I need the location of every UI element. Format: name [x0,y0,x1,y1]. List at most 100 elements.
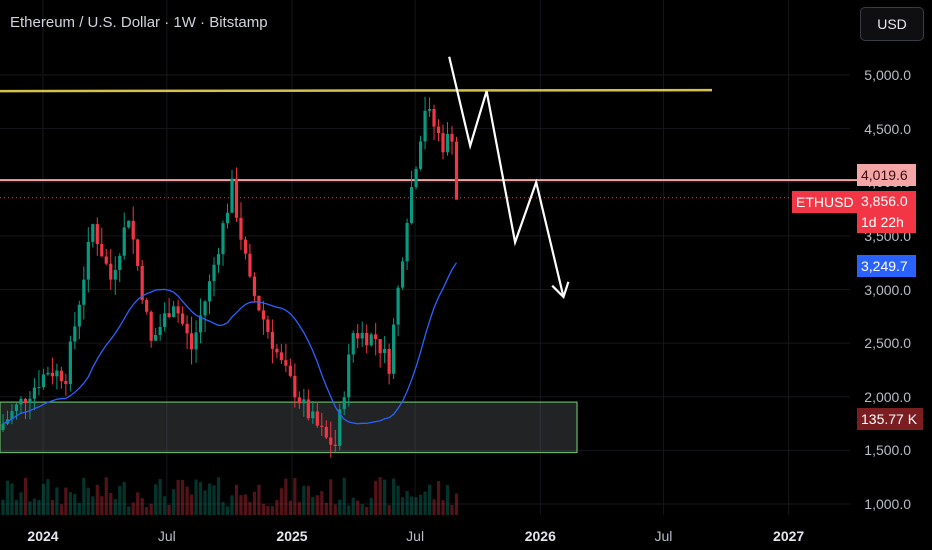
candle-body [454,141,459,200]
volume-bar [68,492,72,515]
volume-bar [28,501,32,515]
candle-body [279,352,283,361]
volume-bar [176,479,180,515]
candle-body [172,306,176,317]
candle-body [320,425,324,427]
support-zone[interactable] [0,401,578,454]
volume-bar [140,498,144,515]
time-tick: Jul [654,528,673,544]
projection-path[interactable] [448,56,570,300]
candle-body [252,276,257,296]
volume-bar [73,493,77,515]
candle-body [347,354,351,398]
volume-bar [266,506,270,515]
chart-grid [0,0,850,515]
candle-body [37,387,41,389]
candle-body [409,187,414,223]
volume-bar [64,487,68,515]
volume-bar [185,486,189,515]
candle-body [1,423,5,430]
volume-bar [338,499,342,515]
candle-body [104,256,108,264]
volume-bar [270,506,274,515]
candle-body [230,178,234,213]
volume-bar [77,503,81,515]
resistance-line-yellow[interactable] [0,88,713,93]
volume-bar [275,500,279,515]
price-tick: 2,500.0 [864,335,911,352]
candle-body [32,387,37,399]
candle-body [55,370,59,377]
volume-bar [418,494,423,515]
candle-body [333,444,337,446]
volume-bar [172,488,176,515]
volume-bar [55,487,59,515]
candle-body [374,334,378,340]
candle-body [405,222,409,262]
price-tick: 5,000.0 [864,67,911,83]
symbol-title[interactable]: Ethereum / U.S. Dollar · 1W · Bitstamp [10,14,268,31]
currency-button[interactable]: USD [860,7,924,41]
volume-bar [333,504,337,515]
volume-bar [194,479,198,515]
candle-body [329,437,333,445]
candle-body [284,360,288,366]
volume-bar [221,501,225,515]
volume-bar [297,502,301,515]
volume-badge: 135.77 K [857,408,923,430]
candle-body [95,224,99,245]
volume-bar [320,491,324,515]
time-tick: Jul [157,528,176,544]
volume-bar [158,479,162,515]
volume-bar [365,506,369,515]
volume-bar [454,493,459,515]
volume-bar [239,495,243,515]
candle-body [163,313,167,327]
candle-body [297,397,301,404]
volume-bar [401,497,405,515]
candle-body [131,220,135,240]
symbol-badge[interactable]: ETHUSD [792,191,858,213]
candle-body [176,306,180,314]
volume-bar [32,498,37,515]
candle-body [50,372,54,377]
candle-body [212,264,216,282]
volume-bar [315,495,319,515]
candle-body [239,217,243,240]
last-price-badge: 3,856.0 [857,191,916,212]
candle-body [140,266,144,301]
volume-bar [86,487,90,515]
candle-body [207,281,212,302]
volume-bar [216,477,221,515]
volume-bar [198,482,203,515]
candle-body [387,348,391,374]
volume-bar [41,483,46,515]
candle-body [311,411,315,419]
candle-body [46,372,50,375]
price-tick: 1,000.0 [864,496,911,512]
candle-body [154,334,158,341]
candle-body [109,263,113,280]
candle-body [248,253,252,277]
candle-body [378,339,382,354]
volume-bar [306,485,310,515]
volume-bar [207,483,212,515]
volume-bar [37,500,41,515]
volume-bar [324,502,328,515]
volume-bar [311,496,315,515]
candle-body [338,409,342,446]
volume-bar [82,477,86,515]
candle-body [436,126,441,134]
volume-bar [450,504,454,515]
candle-body [158,326,162,335]
candle-body [64,380,68,385]
candle-body [194,332,198,350]
candle-body [185,323,189,334]
volume-bar [293,478,297,515]
candle-body [441,133,445,153]
moving-average-line [2,262,458,425]
candle-body [306,399,310,419]
volume-bar [248,502,252,515]
candle-body [122,227,126,256]
